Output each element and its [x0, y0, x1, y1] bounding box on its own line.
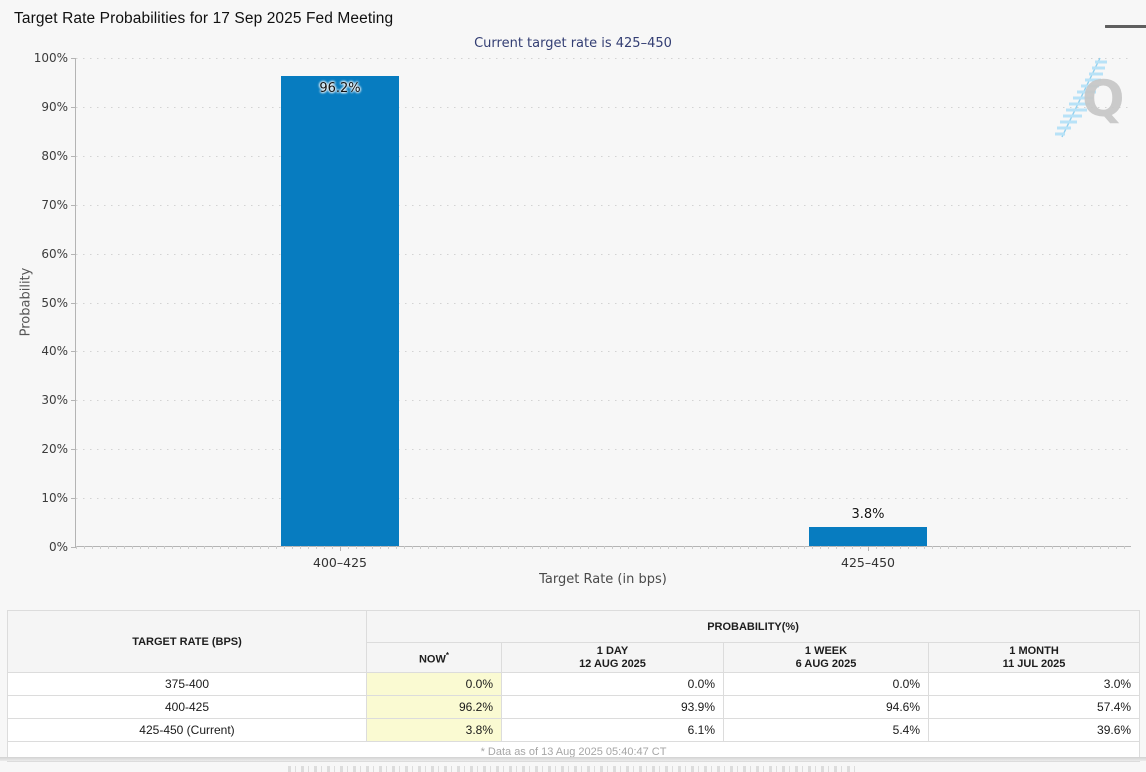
y-axis-tick	[71, 155, 76, 157]
y-axis-tick	[71, 498, 76, 500]
plot-area: 0% 10% 20% 30% 40% 50% 60% 70% 80% 90% 100% 96.2% 40…	[34, 51, 1131, 570]
one-month-probability-cell: 3.0%	[927, 672, 1141, 696]
x-axis-hatch	[76, 546, 1131, 549]
now-probability-cell: 96.2%	[366, 695, 502, 719]
y-axis-tick	[71, 302, 76, 304]
y-axis-tick-label: 10%	[41, 491, 68, 506]
now-probability-cell: 0.0%	[366, 672, 502, 696]
chart-bar[interactable]: 3.8%	[809, 507, 927, 546]
gridline	[76, 400, 1131, 402]
table-row: 425-450 (Current) 3.8% 6.1% 5.4% 39.6%	[7, 718, 1141, 742]
section-divider	[0, 757, 1146, 761]
y-axis-tick	[71, 351, 76, 353]
gridline	[76, 155, 1131, 157]
y-axis-tick-label: 40%	[41, 344, 68, 359]
y-axis-tick	[71, 449, 76, 451]
y-axis-tick	[71, 106, 76, 108]
x-axis-tick-label: 425–450	[841, 555, 895, 570]
x-axis-title: Target Rate (in bps)	[539, 572, 667, 587]
gridline	[76, 106, 1131, 108]
column-header-period: 1 MONTH	[1009, 644, 1059, 657]
y-axis-tick-label: 0%	[48, 540, 68, 554]
gridline	[76, 302, 1131, 304]
one-day-probability-cell: 6.1%	[501, 718, 724, 742]
probability-table: TARGET RATE (BPS) PROBABILITY(%) NOW* 1 …	[6, 610, 1141, 762]
hamburger-menu-icon[interactable]	[1105, 14, 1146, 30]
one-week-probability-cell: 94.6%	[723, 695, 929, 719]
column-header-date: 6 AUG 2025	[795, 657, 857, 670]
table-row: 400-425 96.2% 93.9% 94.6% 57.4%	[7, 695, 1141, 719]
y-axis-tick	[71, 400, 76, 402]
quikstrike-q-letter: Q	[1082, 70, 1125, 128]
y-axis-tick	[71, 547, 76, 548]
one-month-probability-cell: 39.6%	[927, 718, 1141, 742]
data-as-of-footnote: * Data as of 13 Aug 2025 05:40:47 CT	[6, 741, 1141, 762]
one-month-probability-cell: 57.4%	[927, 695, 1141, 719]
column-header-date: 12 AUG 2025	[579, 657, 646, 670]
chart-bar[interactable]: 96.2%	[281, 75, 399, 546]
y-axis-tick-label: 60%	[41, 246, 68, 261]
one-day-probability-cell: 0.0%	[501, 672, 724, 696]
table-body: 375-400 0.0% 0.0% 0.0% 3.0% 400-425 96.2% 93.9%…	[7, 672, 1141, 742]
gridline	[76, 58, 1131, 59]
rate-cell: 375-400	[7, 672, 367, 696]
gridline	[76, 204, 1131, 206]
y-axis-tick-label: 80%	[41, 148, 68, 163]
column-header-probability: PROBABILITY(%)	[365, 610, 1141, 643]
table-header: TARGET RATE (BPS) PROBABILITY(%) NOW* 1 …	[7, 610, 1141, 673]
column-header-now: NOW*	[366, 642, 502, 673]
quikstrike-logo-watermark: Q	[1048, 54, 1130, 140]
x-axis-tick-label: 400–425	[313, 555, 367, 570]
gridline	[76, 449, 1131, 451]
rate-cell: 400-425	[7, 695, 367, 719]
table-footer: * Data as of 13 Aug 2025 05:40:47 CT	[6, 741, 1141, 762]
column-header: 1 DAY 12 AUG 2025	[501, 642, 724, 673]
gridline	[76, 351, 1131, 353]
one-week-probability-cell: 5.4%	[723, 718, 929, 742]
now-label: NOW	[418, 653, 446, 666]
column-header: 1 MONTH 11 JUL 2025	[927, 642, 1141, 673]
y-axis-tick	[71, 253, 76, 255]
column-header: 1 WEEK 6 AUG 2025	[723, 642, 929, 673]
y-axis-tick	[71, 204, 76, 206]
rate-cell: 425-450 (Current)	[7, 718, 367, 742]
now-probability-cell: 3.8%	[366, 718, 502, 742]
y-axis-tick-label: 30%	[41, 393, 68, 408]
column-header-period: 1 WEEK	[804, 644, 848, 657]
gridline	[76, 498, 1131, 500]
bar-value-label: 96.2%	[319, 80, 361, 96]
one-day-probability-cell: 93.9%	[501, 695, 724, 719]
clipped-footer-text	[288, 766, 858, 772]
x-axis-tick	[868, 546, 869, 551]
x-axis-tick	[340, 546, 341, 551]
y-axis-tick-label: 100%	[33, 51, 68, 65]
y-axis-tick-label: 90%	[41, 99, 68, 114]
y-axis-tick-label: 20%	[41, 442, 68, 457]
column-header-date: 11 JUL 2025	[1002, 657, 1066, 670]
column-header-period: 1 DAY	[596, 644, 629, 657]
page-title: Target Rate Probabilities for 17 Sep 202…	[14, 10, 394, 27]
y-axis-tick-label: 70%	[41, 197, 68, 212]
one-week-probability-cell: 0.0%	[723, 672, 929, 696]
bar-value-label: 3.8%	[851, 507, 885, 523]
column-header-target-rate: TARGET RATE (BPS)	[7, 610, 367, 673]
footnote-marker: *	[445, 650, 449, 660]
table-row: 375-400 0.0% 0.0% 0.0% 3.0%	[7, 672, 1141, 696]
y-axis-tick	[71, 58, 76, 59]
y-axis-tick-label: 50%	[41, 295, 68, 310]
hamburger-bar	[1105, 24, 1146, 28]
gridline	[76, 253, 1131, 255]
lightning-bolt-icon	[1055, 57, 1107, 138]
chart-subtitle: Current target rate is 425–450	[474, 36, 672, 51]
